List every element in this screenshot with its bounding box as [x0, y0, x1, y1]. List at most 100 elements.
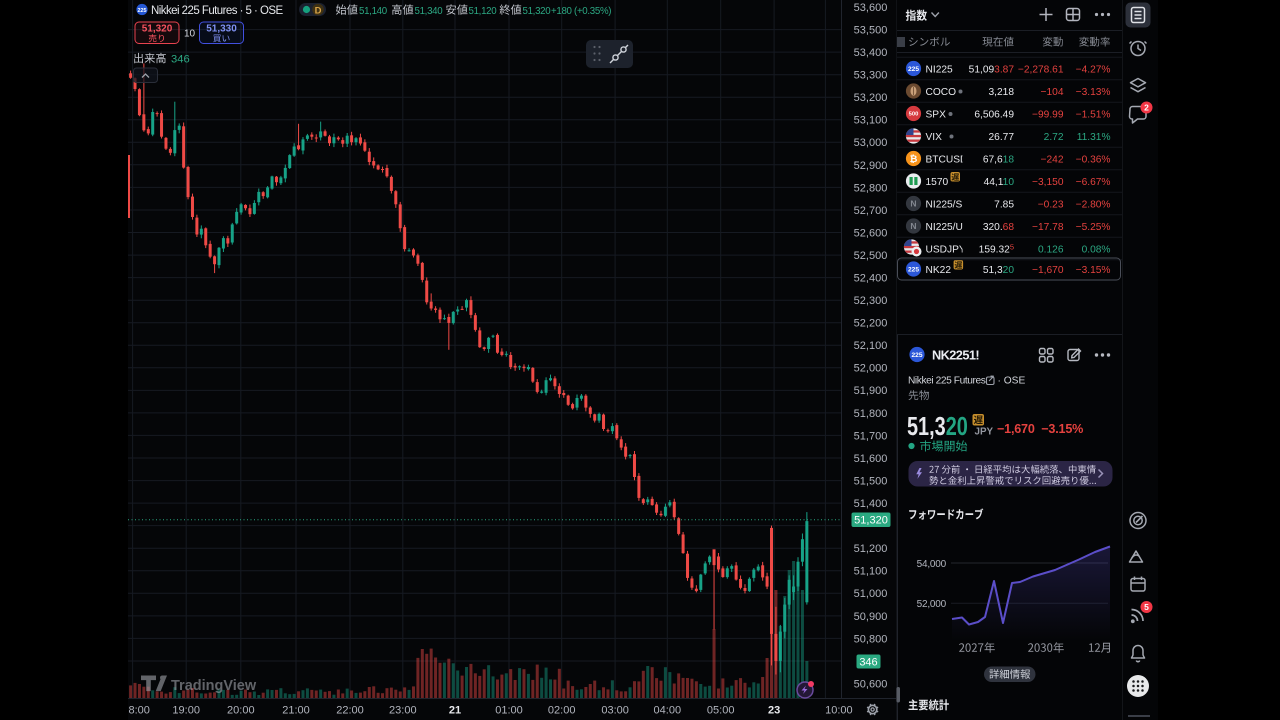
svg-text:−1.51%: −1.51% [1076, 109, 1111, 120]
svg-text:320.68: 320.68 [983, 222, 1014, 233]
svg-text:2: 2 [1144, 103, 1149, 113]
svg-text:44,110: 44,110 [984, 177, 1015, 188]
svg-text:23: 23 [768, 705, 780, 717]
svg-text:53,100: 53,100 [854, 115, 888, 127]
svg-text:−99.99: −99.99 [1032, 109, 1064, 120]
svg-text:52,300: 52,300 [854, 295, 888, 307]
svg-text:50,800: 50,800 [854, 633, 888, 645]
svg-text:1570: 1570 [926, 177, 949, 188]
svg-text:51,500: 51,500 [854, 475, 888, 487]
svg-text:23:00: 23:00 [389, 705, 417, 717]
svg-text:52,500: 52,500 [854, 250, 888, 262]
svg-text:51,800: 51,800 [854, 408, 888, 420]
svg-text:10: 10 [184, 28, 196, 39]
svg-text:BTCUSD: BTCUSD [926, 154, 968, 165]
svg-text:51,320: 51,320 [142, 24, 173, 35]
svg-text:N: N [910, 199, 916, 209]
svg-text:N: N [910, 221, 916, 231]
svg-text:51,700: 51,700 [854, 430, 888, 442]
svg-text:53,000: 53,000 [854, 137, 888, 149]
svg-text:−104: −104 [1041, 87, 1064, 98]
svg-text:52,200: 52,200 [854, 318, 888, 330]
svg-text:51,320: 51,320 [523, 6, 552, 17]
svg-text:05:00: 05:00 [707, 705, 735, 717]
svg-text:51,320: 51,320 [983, 265, 1014, 276]
svg-text:159.325: 159.325 [979, 242, 1014, 255]
svg-text:500: 500 [909, 112, 919, 118]
svg-text:−2,278.61: −2,278.61 [1018, 64, 1064, 75]
svg-text:22:00: 22:00 [336, 705, 364, 717]
svg-text:₿: ₿ [910, 154, 918, 165]
svg-text:−242: −242 [1041, 154, 1064, 165]
svg-text:53,300: 53,300 [854, 70, 888, 82]
svg-text:53,400: 53,400 [854, 47, 888, 59]
svg-text:346: 346 [171, 53, 190, 65]
svg-text:21:00: 21:00 [282, 705, 310, 717]
svg-text:21: 21 [449, 705, 461, 717]
svg-text:51,000: 51,000 [854, 588, 888, 600]
svg-text:51,400: 51,400 [854, 498, 888, 510]
svg-text:51,200: 51,200 [854, 543, 888, 555]
svg-text:VIX: VIX [926, 132, 943, 143]
svg-text:−3.13%: −3.13% [1076, 87, 1111, 98]
svg-text:19:00: 19:00 [172, 705, 200, 717]
svg-text:225: 225 [908, 66, 919, 73]
svg-text:52,600: 52,600 [854, 227, 888, 239]
svg-text:−17.78: −17.78 [1032, 222, 1064, 233]
svg-text:8:00: 8:00 [129, 705, 150, 717]
svg-text:20:00: 20:00 [227, 705, 255, 717]
svg-text:Nikkei 225 Futures · 5 · OSE: Nikkei 225 Futures · 5 · OSE [151, 5, 283, 17]
svg-text:52,100: 52,100 [854, 340, 888, 352]
svg-text:50,600: 50,600 [854, 678, 888, 690]
svg-text:53,500: 53,500 [854, 25, 888, 37]
svg-text:03:00: 03:00 [601, 705, 629, 717]
svg-text:225: 225 [908, 267, 919, 274]
svg-text:51,320: 51,320 [907, 412, 968, 441]
svg-text:52,700: 52,700 [854, 205, 888, 217]
svg-text:TradingView: TradingView [171, 678, 257, 694]
svg-text:−3,150: −3,150 [1032, 177, 1064, 188]
svg-text:−6.67%: −6.67% [1076, 177, 1111, 188]
svg-text:NI225/U: NI225/U [926, 222, 963, 233]
svg-text:Nikkei 225 Futures: Nikkei 225 Futures [908, 376, 986, 387]
svg-text:11.31%: 11.31% [1077, 132, 1111, 143]
svg-text:NK2251!: NK2251! [932, 347, 979, 362]
svg-text:−2.80%: −2.80% [1076, 199, 1111, 210]
svg-text:3,218: 3,218 [989, 87, 1015, 98]
svg-text:· OSE: · OSE [998, 376, 1026, 387]
svg-text:53,600: 53,600 [854, 2, 888, 14]
svg-text:2.72: 2.72 [1044, 132, 1064, 143]
svg-text:01:00: 01:00 [495, 705, 523, 717]
svg-text:225: 225 [911, 352, 922, 359]
svg-text:51,330: 51,330 [206, 24, 237, 35]
svg-text:−1,670: −1,670 [1032, 265, 1064, 276]
svg-text:52,000: 52,000 [917, 599, 947, 610]
svg-text:51,600: 51,600 [854, 453, 888, 465]
svg-text:−0.36%: −0.36% [1076, 154, 1111, 165]
svg-text:6,506.49: 6,506.49 [974, 109, 1014, 120]
svg-text:SPX: SPX [926, 109, 947, 120]
svg-text:52,000: 52,000 [854, 363, 888, 375]
svg-text:0.126: 0.126 [1038, 244, 1064, 255]
svg-text:04:00: 04:00 [654, 705, 682, 717]
svg-text:USDJPY: USDJPY [926, 244, 966, 255]
svg-text:NI225/S: NI225/S [926, 199, 963, 210]
svg-text:225: 225 [138, 8, 147, 14]
svg-text:52,800: 52,800 [854, 182, 888, 194]
svg-text:02:00: 02:00 [548, 705, 576, 717]
svg-text:7.85: 7.85 [994, 199, 1014, 210]
svg-text:54,000: 54,000 [917, 559, 947, 570]
svg-text:−0.23: −0.23 [1038, 199, 1064, 210]
svg-text:26.77: 26.77 [989, 132, 1015, 143]
svg-text:67,618: 67,618 [983, 154, 1014, 165]
svg-text:51,140: 51,140 [359, 6, 388, 17]
svg-text:−1,670 −3.15%: −1,670 −3.15% [997, 422, 1083, 436]
svg-text:53,200: 53,200 [854, 92, 888, 104]
svg-text:0.08%: 0.08% [1082, 244, 1111, 255]
svg-text:52,900: 52,900 [854, 160, 888, 172]
svg-text:−5.25%: −5.25% [1076, 222, 1111, 233]
svg-text:+180 (+0.35%): +180 (+0.35%) [551, 6, 611, 17]
svg-text:JPY: JPY [975, 427, 994, 438]
svg-text:51,100: 51,100 [854, 566, 888, 578]
svg-text:51,900: 51,900 [854, 385, 888, 397]
